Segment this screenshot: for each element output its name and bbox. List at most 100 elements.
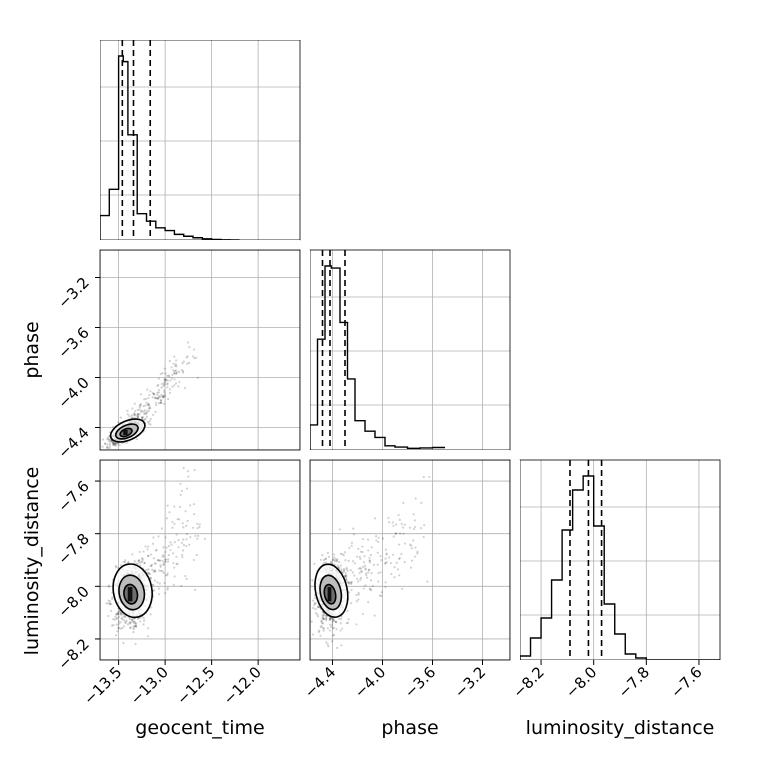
scatter-point — [174, 369, 177, 372]
scatter-point — [182, 360, 185, 363]
scatter-point — [177, 385, 180, 388]
scatter-point — [345, 622, 348, 625]
scatter-point — [185, 577, 188, 580]
scatter-point — [203, 537, 207, 540]
scatter-point — [334, 620, 338, 624]
scatter-point — [317, 605, 320, 608]
scatter-point — [147, 403, 150, 406]
panel-gap — [510, 460, 520, 660]
scatter-point — [189, 536, 192, 539]
scatter-point — [395, 523, 398, 526]
scatter-point — [140, 409, 143, 412]
scatter-point — [158, 396, 161, 399]
scatter-point — [111, 441, 115, 444]
scatter-point — [339, 552, 342, 555]
scatter-point — [373, 614, 376, 617]
scatter-point — [176, 370, 179, 374]
scatter-point — [115, 613, 118, 616]
scatter-point — [351, 560, 355, 563]
scatter-point — [370, 546, 373, 549]
scatter-point — [108, 442, 112, 445]
scatter-point — [132, 617, 135, 620]
scatter-point — [313, 596, 317, 599]
scatter-point — [157, 388, 161, 392]
scatter-point — [109, 603, 112, 606]
scatter-point — [139, 561, 142, 564]
scatter-point — [159, 401, 162, 405]
scatter-point — [172, 552, 175, 555]
scatter-point — [114, 564, 118, 568]
scatter-point — [339, 564, 343, 567]
scatter-point — [339, 629, 342, 632]
scatter-point — [388, 521, 391, 524]
scatter-point — [346, 569, 349, 572]
scatter-point — [398, 557, 401, 561]
scatter-point — [368, 588, 371, 591]
scatter-point — [117, 421, 120, 424]
scatter-point — [112, 443, 115, 447]
scatter-point — [156, 581, 159, 584]
scatter-point — [115, 613, 118, 616]
scatter-point — [119, 612, 122, 615]
y-axis-label-luminosity-distance: luminosity_distance — [21, 467, 43, 656]
scatter-point — [174, 364, 177, 368]
scatter-point — [181, 370, 185, 373]
scatter-point — [342, 569, 346, 572]
scatter-point — [169, 379, 172, 382]
scatter-point — [184, 574, 187, 578]
scatter-point — [120, 613, 123, 616]
scatter-point — [150, 563, 153, 566]
scatter-point — [147, 627, 150, 630]
scatter-point — [320, 625, 323, 628]
scatter-point — [136, 408, 139, 411]
scatter-point — [133, 402, 136, 405]
scatter-point — [120, 612, 123, 615]
scatter-point — [108, 444, 112, 447]
scatter-point — [138, 550, 141, 554]
scatter-point — [134, 624, 137, 627]
scatter-point — [359, 567, 363, 570]
scatter-point — [332, 626, 335, 629]
scatter-point — [409, 566, 413, 569]
scatter-point — [136, 562, 140, 566]
scatter-point — [180, 584, 183, 587]
scatter-point — [339, 622, 342, 625]
scatter-point — [173, 370, 176, 373]
scatter-point — [346, 580, 349, 584]
scatter-point — [120, 617, 123, 620]
scatter-point — [114, 442, 117, 445]
scatter-point — [323, 561, 326, 565]
scatter-point — [128, 415, 131, 418]
scatter-point — [166, 374, 169, 377]
scatter-point — [164, 372, 167, 375]
scatter-point — [155, 397, 158, 400]
scatter-point — [137, 617, 140, 620]
scatter-point — [113, 442, 117, 445]
scatter-point — [346, 609, 349, 613]
scatter-point — [341, 627, 344, 630]
scatter-point — [350, 582, 353, 585]
scatter-point — [361, 612, 364, 616]
scatter-point — [398, 574, 401, 577]
scatter-point — [379, 554, 382, 558]
scatter-point — [329, 561, 333, 565]
scatter-point — [163, 555, 166, 558]
scatter-point — [132, 627, 135, 631]
scatter-point — [363, 564, 367, 567]
scatter-point — [335, 620, 338, 624]
scatter-point — [313, 602, 317, 605]
scatter-point — [368, 556, 371, 559]
scatter-point — [369, 553, 373, 557]
scatter-point — [112, 618, 115, 621]
scatter-point — [122, 615, 125, 618]
scatter-point — [337, 566, 341, 569]
x-axis-label-phase: phase — [381, 717, 438, 739]
scatter-point — [132, 621, 135, 624]
scatter-point — [154, 396, 157, 399]
scatter-point — [110, 440, 113, 443]
scatter-point — [377, 580, 380, 583]
scatter-point — [385, 561, 388, 564]
scatter-point — [117, 566, 120, 569]
scatter-point — [173, 505, 176, 508]
scatter-point — [410, 547, 413, 550]
